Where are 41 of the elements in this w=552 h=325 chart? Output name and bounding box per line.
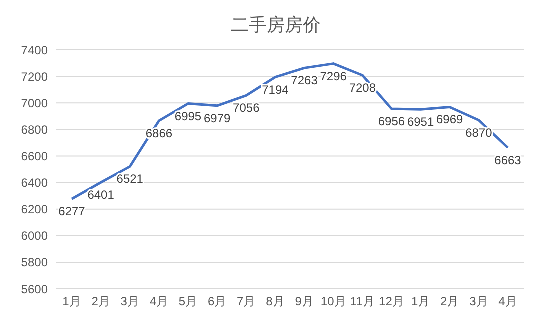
x-tick-label: 3月: [120, 294, 140, 309]
y-tick-label: 5800: [21, 256, 48, 270]
data-label: 6951: [407, 115, 434, 130]
y-tick-label: 6200: [21, 202, 48, 217]
y-tick-label: 6600: [21, 149, 48, 164]
x-tick-label: 9月: [295, 294, 314, 309]
data-label: 7296: [320, 69, 348, 84]
x-tick-label: 4月: [498, 294, 518, 309]
y-tick-label: 7400: [21, 43, 48, 58]
x-tick-label: 5月: [178, 294, 198, 309]
data-label: 6870: [466, 126, 493, 140]
x-tick-label: 4月: [150, 294, 169, 309]
x-tick-label: 12月: [379, 294, 404, 309]
data-label: 7194: [262, 82, 290, 97]
data-label: 6521: [116, 172, 144, 186]
x-tick-label: 3月: [470, 294, 488, 309]
x-tick-label: 1月: [411, 294, 430, 309]
data-label: 6956: [378, 114, 406, 128]
data-label: 6995: [174, 109, 202, 124]
y-tick-label: 6800: [21, 122, 48, 137]
x-tick-label: 2月: [440, 294, 460, 309]
y-tick-label: 7200: [21, 70, 48, 84]
data-label: 6969: [436, 112, 464, 127]
y-tick-label: 5600: [21, 282, 48, 296]
data-label: 6979: [204, 111, 232, 126]
x-tick-label: 6月: [208, 294, 227, 309]
data-label: 7056: [233, 101, 260, 116]
data-label: 7263: [291, 74, 318, 88]
data-label: 6401: [88, 188, 115, 202]
x-tick-label: 11月: [350, 294, 375, 309]
data-label: 6277: [58, 204, 86, 219]
y-tick-label: 6400: [21, 176, 48, 190]
x-tick-label: 1月: [62, 294, 82, 309]
x-tick-label: 7月: [237, 294, 256, 309]
y-tick-label: 7000: [21, 96, 48, 110]
x-tick-label: 2月: [92, 294, 110, 309]
y-tick-label: 6000: [21, 229, 48, 244]
x-tick-label: 8月: [266, 294, 285, 309]
chart-title: 二手房房价: [230, 14, 322, 37]
data-label: 6663: [494, 153, 522, 168]
x-tick-label: 10月: [320, 294, 346, 309]
